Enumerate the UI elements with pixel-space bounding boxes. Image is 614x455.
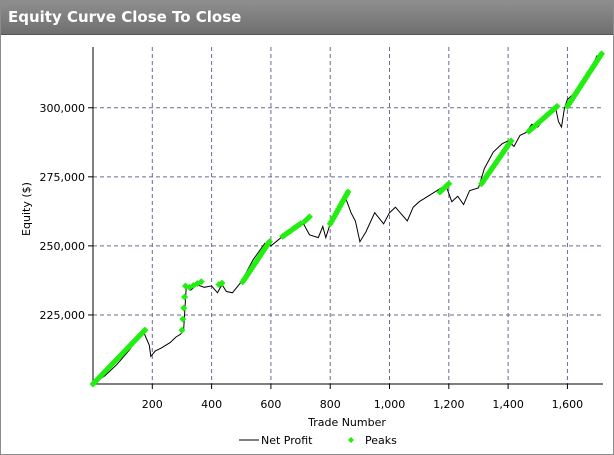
net-profit-line [92, 55, 598, 385]
x-tick-label: 800 [320, 398, 341, 411]
x-tick-label: 600 [260, 398, 281, 411]
y-tick-label: 300,000 [40, 102, 86, 115]
peak-point [297, 220, 305, 228]
peak-point [218, 279, 226, 287]
y-tick-label: 250,000 [40, 240, 86, 253]
x-axis-label: Trade Number [307, 416, 386, 429]
x-tick-label: 200 [142, 398, 163, 411]
x-tick-label: 1,400 [492, 398, 524, 411]
legend-peaks-label: Peaks [365, 434, 397, 447]
y-tick-label: 225,000 [40, 309, 86, 322]
peak-point [445, 180, 453, 188]
x-tick-label: 1,000 [374, 398, 406, 411]
grid-lines [93, 47, 603, 384]
x-tick-label: 1,600 [552, 398, 584, 411]
x-axis-ticks: 200 400 600 800 1,000 1,200 1,400 1,600 [142, 384, 583, 411]
peak-point [254, 255, 262, 263]
axes [92, 47, 603, 385]
peak-point [181, 293, 189, 301]
window-title: Equity Curve Close To Close [8, 8, 242, 26]
x-tick-label: 400 [201, 398, 222, 411]
x-tick-label: 1,200 [433, 398, 465, 411]
y-axis-ticks: 225,000 250,000 275,000 300,000 [40, 102, 93, 322]
y-tick-label: 275,000 [40, 171, 86, 184]
legend-net-profit-label: Net Profit [261, 434, 313, 447]
peak-point [344, 188, 352, 196]
title-bar: Equity Curve Close To Close [1, 1, 613, 35]
legend-peaks-swatch [348, 437, 354, 443]
peaks-series [89, 50, 606, 388]
y-axis-label: Equity ($) [20, 182, 33, 236]
peak-point [265, 238, 273, 246]
peak-point [179, 315, 187, 323]
peak-point [305, 213, 313, 221]
peak-point [553, 102, 561, 110]
peak-point [141, 326, 149, 334]
legend: Net Profit Peaks [239, 434, 397, 447]
peak-point [598, 50, 606, 58]
peak-point [178, 326, 186, 334]
peak-point [180, 304, 188, 312]
peak-point [197, 278, 205, 286]
peak-point [507, 137, 515, 145]
